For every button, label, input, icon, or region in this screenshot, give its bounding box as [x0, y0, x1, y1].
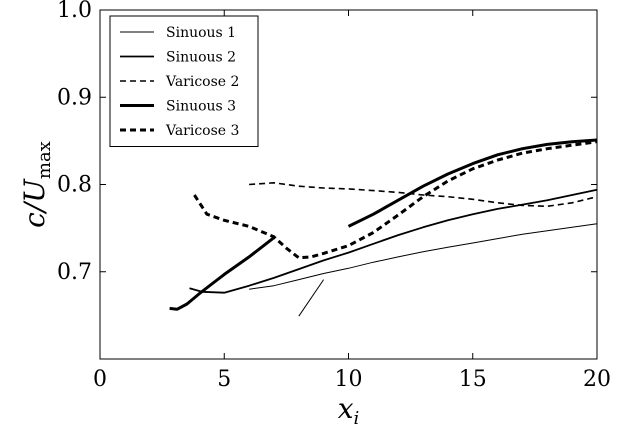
series-line-sinuous-1-seg-1	[249, 223, 598, 290]
legend-label: Varicose 3	[165, 123, 239, 139]
series-line-sinuous-3-seg-2	[347, 138, 598, 228]
y-tick-label: 0.9	[57, 85, 92, 110]
x-tick-label: 5	[217, 367, 231, 392]
series-line-sinuous-1-seg-2	[298, 279, 325, 317]
series-layer	[169, 138, 598, 317]
legend-label: Sinuous 3	[166, 99, 236, 115]
x-tick-label: 15	[459, 367, 487, 392]
legend-label: Varicose 2	[165, 74, 239, 90]
series-line-sinuous-2-seg-1	[189, 188, 598, 294]
series-line-varicose-3-seg-1	[193, 140, 598, 260]
ticks-layer: 0 5 10 15 20 0.7 0.8 0.9 1.0	[57, 0, 611, 392]
y-tick-label: 0.8	[57, 173, 92, 198]
series-line-varicose-2-seg-1	[249, 182, 598, 208]
y-axis-label: c/Umax	[18, 141, 55, 228]
axis-labels: xi c/Umax	[18, 141, 359, 429]
y-tick-label: 0.7	[57, 260, 92, 285]
series-line-sinuous-3-seg-1	[169, 236, 275, 311]
legend-label: Sinuous 2	[166, 50, 236, 66]
x-tick-label: 0	[93, 367, 107, 392]
legend-label: Sinuous 1	[166, 25, 236, 41]
x-tick-label: 10	[335, 367, 363, 392]
y-tick-label: 1.0	[57, 0, 92, 23]
x-axis-label: xi	[338, 392, 360, 429]
legend: Sinuous 1 Sinuous 2 Varicose 2 Sinuous 3 Var…	[109, 15, 259, 147]
x-tick-label: 20	[583, 367, 611, 392]
